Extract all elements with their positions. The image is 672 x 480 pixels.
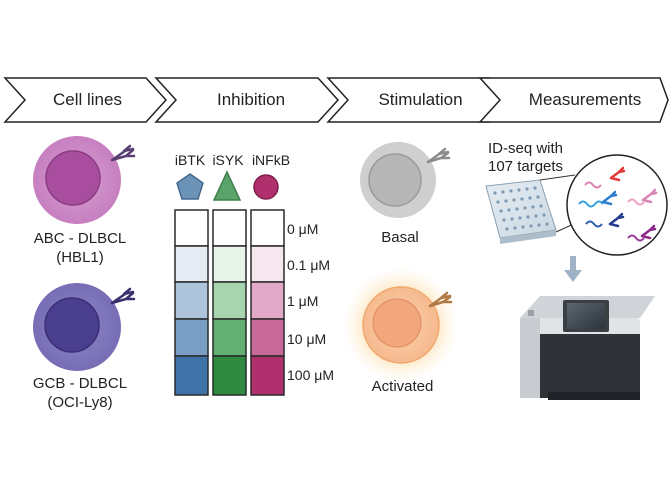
basal-label: Basal — [381, 229, 419, 246]
sequencer-machine-icon — [520, 296, 655, 400]
well-plate-icon — [485, 179, 557, 244]
antibody-dna-zoom-circle — [566, 154, 668, 256]
activated-label: Activated — [371, 378, 434, 395]
abc-cell-name-label: (HBL1) — [56, 249, 104, 266]
gcb-cell-name-label: (OCI-Ly8) — [47, 394, 113, 411]
gcb-dlbcl-cell — [33, 283, 136, 371]
concentration-label-2: 1 μM — [287, 293, 319, 309]
step-label-measurements: Measurements — [528, 90, 642, 109]
zoom-line-top — [539, 174, 576, 181]
basal-cell — [360, 142, 451, 218]
step-chevron-2 — [154, 77, 340, 123]
ibtk-pentagon-icon — [176, 173, 204, 200]
step-label-stimulation: Stimulation — [378, 90, 463, 109]
measurement-label-line2: 107 targets — [488, 158, 564, 175]
activated-cell — [343, 267, 459, 383]
infkb-concentration-column — [250, 209, 285, 396]
concentration-label-0: 0 μM — [287, 221, 319, 237]
gcb-cell-type-label: GCB - DLBCL — [32, 375, 128, 392]
isyk-concentration-column — [212, 209, 247, 396]
concentration-label-1: 0.1 μM — [287, 257, 331, 273]
abc-cell-type-label: ABC - DLBCL — [33, 230, 127, 247]
ibtk-concentration-column — [174, 209, 209, 396]
inhibitor-label-ibtk: iBTK — [174, 152, 206, 168]
step-chevron-4 — [478, 77, 669, 123]
inf-kb-circle-icon — [253, 174, 279, 200]
abc-dlbcl-cell — [33, 136, 136, 224]
down-arrow-icon — [564, 256, 582, 282]
inhibitor-label-isyk: iSYK — [212, 152, 244, 168]
measurement-label-line1: ID-seq with — [488, 140, 564, 157]
concentration-label-4: 100 μM — [287, 367, 334, 383]
concentration-label-3: 10 μM — [287, 331, 327, 347]
step-label-cell-lines: Cell lines — [53, 90, 122, 109]
step-chevron-1 — [3, 77, 168, 123]
inhibitor-label-infkb: iNFkB — [251, 152, 291, 168]
isyk-triangle-icon — [212, 170, 242, 201]
step-label-inhibition: Inhibition — [216, 90, 286, 109]
